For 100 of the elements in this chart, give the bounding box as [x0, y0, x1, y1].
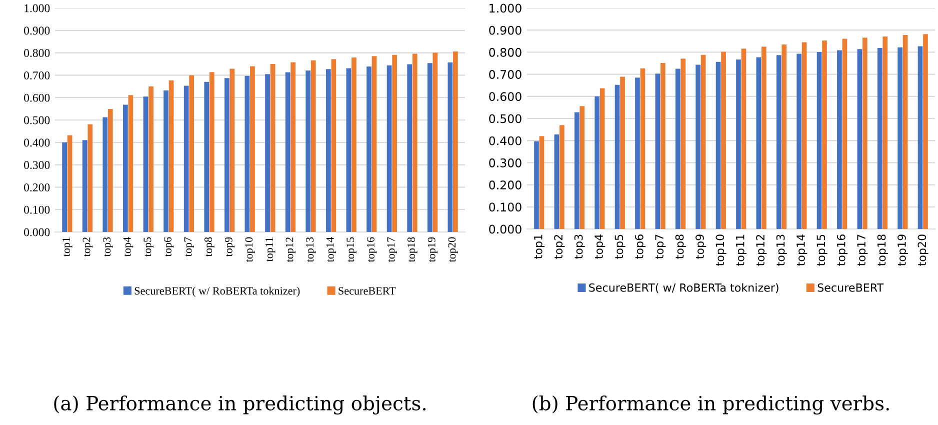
- bar: [128, 95, 134, 232]
- x-tick-label: top19: [428, 237, 438, 262]
- bar: [285, 72, 290, 232]
- bar: [660, 63, 666, 229]
- bar: [696, 64, 701, 229]
- bar: [640, 68, 646, 229]
- y-tick-label: 0.000: [24, 228, 50, 236]
- y-tick-label: 0.300: [24, 161, 50, 170]
- bar: [534, 141, 539, 229]
- y-tick-label: 0.400: [24, 138, 50, 147]
- bar: [655, 74, 660, 229]
- y-tick-label: 0.500: [489, 114, 522, 124]
- bar: [270, 64, 276, 232]
- bar: [88, 124, 93, 232]
- bar: [82, 140, 88, 232]
- bar: [102, 117, 108, 232]
- x-tick-label: top1: [534, 234, 544, 259]
- y-tick-label: 0.800: [489, 48, 522, 57]
- bar: [923, 34, 928, 229]
- x-tick-label: top11: [736, 234, 746, 266]
- y-tick-label: 1.000: [490, 4, 522, 13]
- bar: [189, 75, 194, 232]
- bar: [164, 90, 168, 232]
- bar: [67, 135, 72, 232]
- bar: [123, 104, 128, 232]
- bar: [560, 125, 564, 229]
- legend-label: SecureBERT( w/ RoBERTa toknizer): [134, 286, 300, 297]
- bar: [244, 76, 250, 232]
- x-tick-label: top13: [776, 234, 787, 266]
- x-tick-label: top16: [836, 234, 848, 266]
- bar: [432, 52, 438, 232]
- x-tick-label: top4: [594, 234, 606, 259]
- bar: [721, 52, 726, 229]
- bar: [802, 42, 807, 229]
- bar: [372, 56, 377, 232]
- bar: [761, 46, 766, 229]
- bar: [310, 60, 316, 232]
- y-tick-label: 0.600: [24, 94, 50, 102]
- x-tick-label: top8: [204, 237, 214, 257]
- x-tick-label: top3: [574, 234, 585, 259]
- y-tick-label: 0.500: [24, 116, 50, 124]
- y-tick-label: 0.200: [489, 180, 522, 190]
- x-tick-label: top12: [756, 234, 767, 266]
- bar: [306, 70, 311, 232]
- x-tick-label: top20: [448, 237, 458, 262]
- x-tick-label: top12: [286, 237, 296, 262]
- bar: [392, 54, 397, 232]
- x-tick-label: top15: [346, 237, 356, 262]
- bar: [600, 88, 605, 229]
- x-tick-label: top7: [655, 234, 666, 259]
- y-tick-label: 0.900: [489, 26, 522, 35]
- text: (a) Performance in predicting objects.: [54, 395, 426, 415]
- bar: [574, 112, 580, 229]
- bar: [407, 64, 412, 232]
- legend-label: SecureBERT( w/ RoBERTa toknizer): [589, 283, 778, 294]
- bar: [62, 142, 67, 232]
- bar: [224, 78, 230, 232]
- bar: [675, 68, 680, 229]
- bar: [108, 109, 113, 232]
- x-tick-label: top6: [164, 237, 174, 257]
- legend-label: SecureBERT: [818, 283, 884, 292]
- x-tick-label: top10: [245, 237, 255, 262]
- bar: [635, 78, 640, 229]
- bar: [877, 48, 882, 229]
- bar: [366, 66, 372, 232]
- bar: [331, 59, 336, 232]
- bar: [614, 84, 620, 229]
- y-tick-label: 0.100: [489, 202, 522, 212]
- bar: [184, 86, 189, 232]
- bar: [346, 68, 352, 232]
- y-tick-label: 0.400: [489, 136, 522, 146]
- legend-label: SecureBERT: [338, 287, 396, 295]
- bar: [716, 62, 721, 229]
- bar: [776, 55, 782, 229]
- bar: [741, 48, 746, 229]
- bar: [448, 62, 453, 232]
- bar: [756, 57, 762, 229]
- x-tick-label: top13: [306, 237, 316, 262]
- bar: [882, 36, 888, 229]
- bar: [594, 96, 600, 229]
- bar: [290, 62, 296, 232]
- bar: [204, 82, 210, 232]
- bar: [842, 38, 848, 229]
- x-tick-label: top5: [614, 234, 626, 259]
- bar: [782, 44, 787, 229]
- x-tick-label: top18: [877, 234, 888, 266]
- bar: [326, 69, 331, 232]
- x-tick-label: top20: [918, 234, 928, 266]
- bar: [250, 66, 255, 232]
- bar: [680, 58, 686, 229]
- text: (b) Performance in predicting verbs.: [532, 395, 889, 415]
- x-tick-label: top9: [224, 237, 235, 257]
- bar: [580, 106, 585, 229]
- bar: [209, 72, 214, 232]
- x-tick-label: top8: [675, 234, 686, 259]
- bar: [143, 96, 148, 232]
- x-tick-label: top10: [716, 234, 726, 266]
- bar: [352, 58, 356, 232]
- bar: [168, 80, 174, 232]
- bar: [902, 34, 908, 229]
